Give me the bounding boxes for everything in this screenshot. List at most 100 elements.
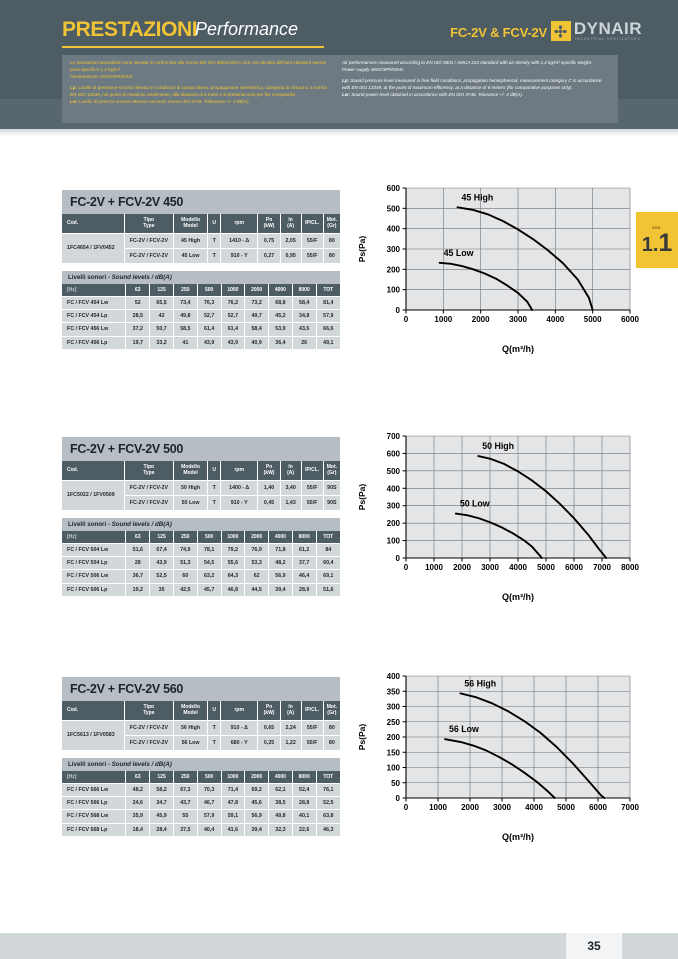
table-row: FC / FCV 504 Lp 28 43,9 51,3 54,5 55,6 53,3 48,…: [62, 556, 340, 571]
notes-it-p1: Le prestazioni aerauliche sono rilevate …: [70, 60, 327, 72]
svg-text:1000: 1000: [425, 563, 443, 572]
sound-value-cell: 19,2: [125, 583, 151, 598]
type-cell: FC-2V / FCV-2V: [124, 735, 174, 751]
sound-value-cell: 68,8: [268, 296, 293, 310]
sound-value-cell: 70,3: [197, 783, 222, 797]
sound-value-cell: 81,4: [316, 296, 340, 310]
column-header: rpm: [220, 461, 259, 481]
svg-text:500: 500: [387, 204, 401, 213]
notes-en-lp-label: Lp:: [342, 77, 350, 83]
sound-value-cell: 61,2: [292, 543, 317, 557]
sound-value-cell: 58,4: [292, 296, 317, 310]
frequency-header: 125: [149, 283, 174, 297]
rpm-cell: 910 - Y: [220, 248, 259, 264]
frequency-header: 8000: [292, 530, 317, 544]
product-code-label: FC-2V & FCV-2V: [450, 25, 547, 40]
frequency-header: 63: [125, 283, 151, 297]
table-row: FC-2V / FCV-2V 56 Low T 680 - Y 0,25 1,22 55/F…: [62, 735, 340, 751]
sound-value-cell: 48,2: [268, 556, 293, 571]
sound-value-cell: 28,8: [292, 796, 317, 811]
block-title: FC-2V + FCV-2V 500: [62, 437, 340, 461]
notes-en-p1: Air performances measured according to E…: [342, 60, 593, 65]
model-cell: 50 Low: [173, 495, 209, 511]
column-header: In (A): [280, 461, 302, 481]
rpm-cell: 1400 - Δ: [220, 480, 259, 496]
frequency-header: 500: [197, 283, 222, 297]
svg-text:6000: 6000: [621, 315, 639, 324]
sound-value-cell: 60,4: [316, 556, 340, 571]
sound-levels-title: Livelli sonori - Sound levels / dB(A): [62, 757, 340, 771]
frequency-header: 125: [149, 770, 174, 784]
column-header: IP/CL.: [301, 701, 324, 721]
table-row: FC / FCV 566 Lp 24,6 34,7 43,7 46,7 47,8 45,6 3…: [62, 796, 340, 811]
svg-text:200: 200: [387, 265, 401, 274]
motor-size-cell: 90S: [323, 480, 340, 496]
sound-value-cell: 76,2: [221, 296, 246, 310]
section-number-major: 1: [641, 233, 653, 256]
table-row: FC / FCV 456 Lw 37,2 50,7 58,5 61,4 61,4 58,4 5…: [62, 322, 340, 337]
frequency-header: 63: [125, 770, 151, 784]
sound-value-cell: 73,2: [244, 296, 270, 310]
model-cell: 56 High: [173, 720, 209, 736]
notes-it-lw: Lw: Livello di potenza sonora ottenuto s…: [70, 99, 334, 106]
svg-text:6000: 6000: [589, 803, 607, 812]
svg-text:7000: 7000: [593, 563, 611, 572]
sound-value-cell: 51,6: [125, 543, 151, 557]
sound-value-cell: 36,4: [268, 336, 293, 351]
sound-value-cell: 60: [173, 569, 198, 584]
curve-50-low: [454, 512, 543, 559]
sound-value-cell: 52,5: [149, 569, 174, 584]
svg-text:4000: 4000: [546, 315, 564, 324]
frequency-header: TOT: [316, 770, 340, 784]
svg-text:2000: 2000: [453, 563, 471, 572]
ip-class-cell: 55/F: [301, 720, 324, 736]
model-cell: 45 Low: [173, 248, 209, 264]
sound-value-cell: 46,8: [221, 583, 246, 598]
svg-text:3000: 3000: [481, 563, 499, 572]
column-header: IP/CL.: [301, 461, 324, 481]
sound-value-cell: 37,2: [125, 322, 151, 337]
current-cell: 2,24: [280, 720, 302, 736]
sound-value-cell: 42,5: [173, 583, 198, 598]
svg-text:3000: 3000: [509, 315, 527, 324]
svg-text:0: 0: [404, 315, 409, 324]
sound-value-cell: 43,5: [292, 322, 317, 337]
footer-band: [0, 933, 678, 959]
sound-value-cell: 26: [292, 336, 317, 351]
notes-it-lp: Lp: Livello di pressione sonora rilevato…: [70, 85, 334, 99]
column-header: Tipo Type: [124, 214, 174, 234]
svg-text:0: 0: [396, 554, 401, 563]
sound-row-label: FC / FCV 456 Lp: [62, 336, 127, 351]
page-number-box: 35: [566, 933, 622, 959]
column-header: Pn (kW): [257, 461, 281, 481]
sound-value-cell: 55: [173, 809, 198, 824]
sound-value-cell: 43,9: [149, 556, 174, 571]
type-cell: FC-2V / FCV-2V: [124, 248, 174, 264]
section-tab-label: sez.: [652, 224, 662, 230]
sound-value-cell: 63,8: [316, 809, 340, 824]
sound-row-label: FC / FCV 454 Lp: [62, 309, 127, 324]
sound-levels-title: Livelli sonori - Sound levels / dB(A): [62, 517, 340, 531]
sound-value-cell: 63,2: [197, 569, 222, 584]
svg-text:0: 0: [396, 794, 401, 803]
frequency-header: 125: [149, 530, 174, 544]
table-row: FC / FCV 456 Lp 19,7 33,2 41 43,9 43,9 40,9 36,…: [62, 336, 340, 351]
svg-text:0: 0: [396, 306, 401, 315]
sound-value-cell: 19,7: [125, 336, 151, 351]
svg-text:500: 500: [387, 467, 401, 476]
sound-value-cell: 58,2: [149, 783, 174, 797]
table-row: FC / FCV 504 Lw 51,6 67,4 74,9 78,1 79,2 76,9 7…: [62, 543, 340, 557]
type-cell: FC-2V / FCV-2V: [124, 720, 174, 736]
sound-value-cell: 39,4: [268, 583, 293, 598]
table-header-row: [Hz] 63 125 250 500 1000 2000 4000 8000 TOT: [62, 770, 340, 784]
sound-value-cell: 76,3: [197, 296, 222, 310]
sound-value-cell: 46,3: [316, 823, 340, 838]
curve-56-high: [459, 692, 606, 799]
sound-levels-title: Livelli sonori - Sound levels / dB(A): [62, 270, 340, 284]
logo-name: DYNAIR: [573, 19, 642, 39]
table-row: FC-2V / FCV-2V 50 Low T 910 - Y 0,45 1,43 55/F…: [62, 495, 340, 511]
current-cell: 3,40: [280, 480, 302, 496]
sound-value-cell: 61,4: [221, 322, 246, 337]
